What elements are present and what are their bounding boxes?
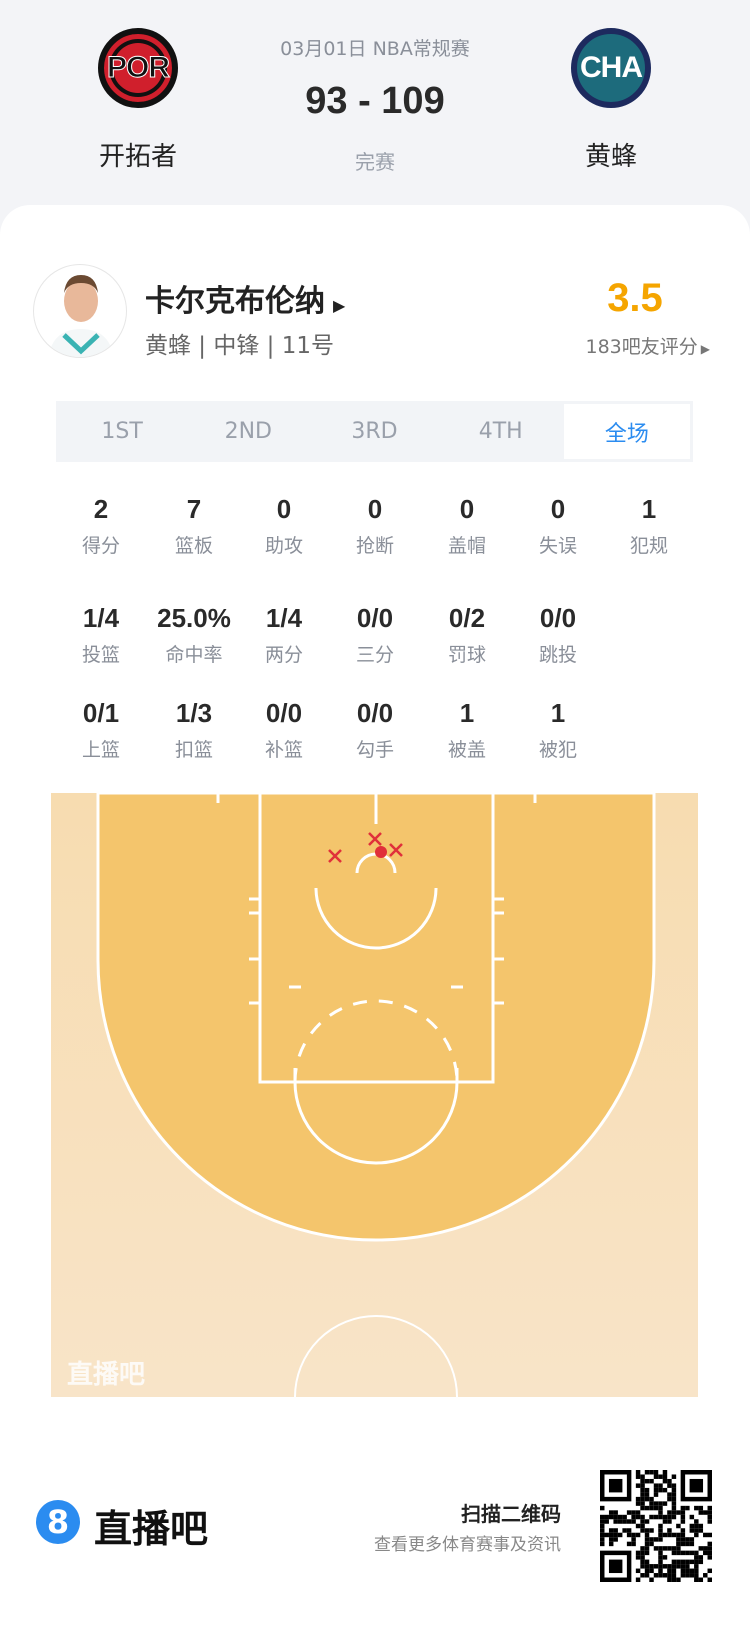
stat-item: 0/1 上篮 [51, 698, 151, 762]
stat-value: 0/1 [82, 698, 120, 728]
stat-label: 失误 [538, 535, 577, 557]
tab-4th[interactable]: 4TH [478, 419, 523, 444]
home-team-name[interactable]: 开拓者 [98, 142, 177, 172]
scan-qr-subtitle: 查看更多体育赛事及资讯 [374, 1535, 561, 1555]
watermark-logo: 直播吧 [67, 1360, 145, 1390]
stat-item: 1/4 投篮 [51, 603, 151, 667]
lane-hash-marks [249, 897, 504, 1005]
stat-item: 1 被犯 [508, 698, 608, 762]
stat-label: 被犯 [538, 739, 577, 761]
stat-item: 0/0 跳投 [508, 603, 608, 667]
stat-label: 罚球 [447, 644, 486, 666]
stat-value: 7 [186, 494, 202, 524]
stat-label: 跳投 [538, 644, 577, 666]
stat-item: 1 犯规 [599, 494, 699, 558]
stat-value: 1 [459, 698, 475, 728]
stat-item: 0 盖帽 [417, 494, 517, 558]
stat-item: 2 得分 [51, 494, 151, 558]
caret-right-icon: ▶ [700, 342, 710, 356]
paint-lane [258, 793, 495, 1084]
caret-right-icon: ▶ [333, 296, 346, 315]
ft-upper-arc [314, 887, 438, 950]
player-photo-icon [48, 275, 114, 357]
stat-item: 0 助攻 [234, 494, 334, 558]
stat-value: 0 [367, 494, 383, 524]
baseline-marks [216, 793, 537, 803]
stat-label: 篮板 [174, 535, 213, 557]
center-circle [294, 1315, 458, 1397]
shot-miss-marker [368, 832, 382, 846]
stat-value: 0/0 [356, 603, 394, 633]
stat-value: 1 [641, 494, 657, 524]
shot-miss-marker [328, 849, 342, 863]
stat-value: 2 [93, 494, 109, 524]
stat-label: 被盖 [447, 739, 486, 761]
tab-3rd[interactable]: 3RD [351, 419, 398, 444]
tab-2nd[interactable]: 2ND [224, 419, 272, 444]
period-tabs: 1ST 2ND 3RD 4TH 全场 [56, 401, 693, 462]
stat-label: 上篮 [81, 739, 120, 761]
stat-value: 1 [550, 698, 566, 728]
stat-value: 1/3 [175, 698, 213, 728]
stat-item: 0/0 补篮 [234, 698, 334, 762]
stat-value: 0/2 [448, 603, 486, 633]
stat-item: 1/3 扣篮 [144, 698, 244, 762]
stat-value: 1/4 [265, 603, 303, 633]
ft-circle-solid [293, 1068, 459, 1165]
match-status: 完赛 [355, 150, 395, 174]
stat-item: 0/0 勾手 [325, 698, 425, 762]
stat-value: 0/0 [265, 698, 303, 728]
stat-value: 0/0 [539, 603, 577, 633]
stat-label: 犯规 [629, 535, 668, 557]
stat-label: 扣篮 [174, 739, 213, 761]
stat-item: 7 篮板 [144, 494, 244, 558]
stat-label: 补篮 [264, 739, 303, 761]
qr-code[interactable] [600, 1470, 712, 1582]
stat-value: 1/4 [82, 603, 120, 633]
stat-label: 得分 [81, 535, 120, 557]
three-point-line [96, 793, 656, 1242]
stat-item: 25.0% 命中率 [144, 603, 244, 667]
stat-item: 1/4 两分 [234, 603, 334, 667]
stat-label: 盖帽 [447, 535, 486, 557]
player-rating: 3.5 [607, 276, 663, 320]
brand-logo-icon: 8 [36, 1500, 80, 1544]
stat-label: 助攻 [264, 535, 303, 557]
away-team-name[interactable]: 黄蜂 [584, 142, 637, 172]
tab-full-game[interactable]: 全场 [563, 404, 691, 459]
stat-label: 投篮 [81, 644, 120, 666]
stat-value: 0 [550, 494, 566, 524]
stat-value: 0 [459, 494, 475, 524]
stat-label: 命中率 [165, 644, 223, 666]
stat-value: 0/0 [356, 698, 394, 728]
rating-count-link[interactable]: 183吧友评分 ▶ [585, 336, 711, 358]
stat-label: 三分 [355, 644, 394, 666]
stat-label: 抢断 [355, 535, 394, 557]
shot-miss-marker [389, 843, 403, 857]
brand-name: 直播吧 [94, 1507, 209, 1551]
stat-label: 勾手 [355, 739, 394, 761]
stat-item: 1 被盖 [417, 698, 517, 762]
cha-team-logo[interactable]: CHA [571, 28, 651, 108]
shot-made-marker [375, 846, 387, 858]
match-date-league: 03月01日 NBA常规赛 [280, 38, 470, 60]
player-avatar[interactable] [33, 264, 127, 358]
match-score: 93 - 109 [305, 80, 445, 122]
stat-label: 两分 [264, 644, 303, 666]
tab-1st[interactable]: 1ST [101, 419, 143, 444]
stat-item: 0/2 罚球 [417, 603, 517, 667]
stat-value: 25.0% [157, 603, 231, 633]
stat-item: 0 抢断 [325, 494, 425, 558]
player-info: 黄蜂 | 中锋 | 11号 [145, 333, 335, 359]
shot-chart: 直播吧 [51, 793, 698, 1397]
stat-item: 0 失误 [508, 494, 608, 558]
stat-value: 0 [276, 494, 292, 524]
scan-qr-title: 扫描二维码 [461, 1502, 561, 1526]
ft-circle-dashed [293, 999, 459, 1083]
por-team-logo[interactable]: POR [98, 28, 178, 108]
stat-item: 0/0 三分 [325, 603, 425, 667]
player-name[interactable]: 卡尔克布伦纳 ▶ [145, 284, 346, 319]
